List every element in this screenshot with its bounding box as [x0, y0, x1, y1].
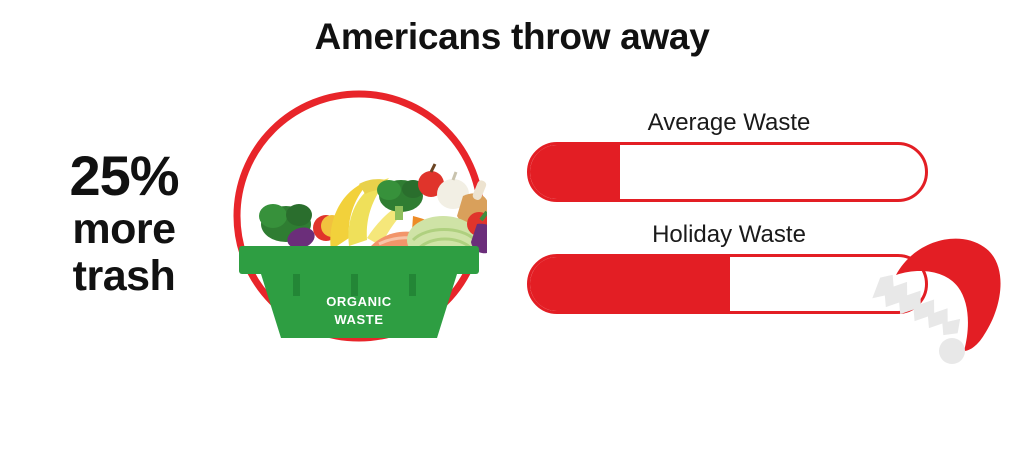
bin-rim [239, 246, 479, 274]
organic-waste-bin-illustration: ORGANIC WASTE [231, 88, 487, 344]
food-waste-pile [259, 163, 487, 264]
statistic-word-trash: trash [72, 252, 176, 300]
statistic-word-more: more [72, 205, 176, 253]
bar-group-average-waste: Average Waste [527, 109, 931, 203]
bar-track-average-waste [527, 142, 928, 203]
statistic-percent: 25% [69, 144, 179, 207]
bar-label-holiday-waste: Holiday Waste [652, 221, 806, 248]
page-title: Americans throw away [314, 16, 710, 57]
bar-label-average-waste: Average Waste [647, 109, 811, 136]
statistic-block: 25% more trash [24, 148, 224, 298]
bar-fill-average-waste [530, 145, 620, 200]
bar-track-holiday-waste [527, 254, 928, 315]
bar-fill-holiday-waste [530, 257, 731, 312]
bin-label-line1: ORGANIC [326, 294, 392, 309]
bin-label-line2: WASTE [334, 312, 383, 327]
bin-body [261, 274, 457, 338]
bar-group-holiday-waste: Holiday Waste [527, 221, 931, 315]
